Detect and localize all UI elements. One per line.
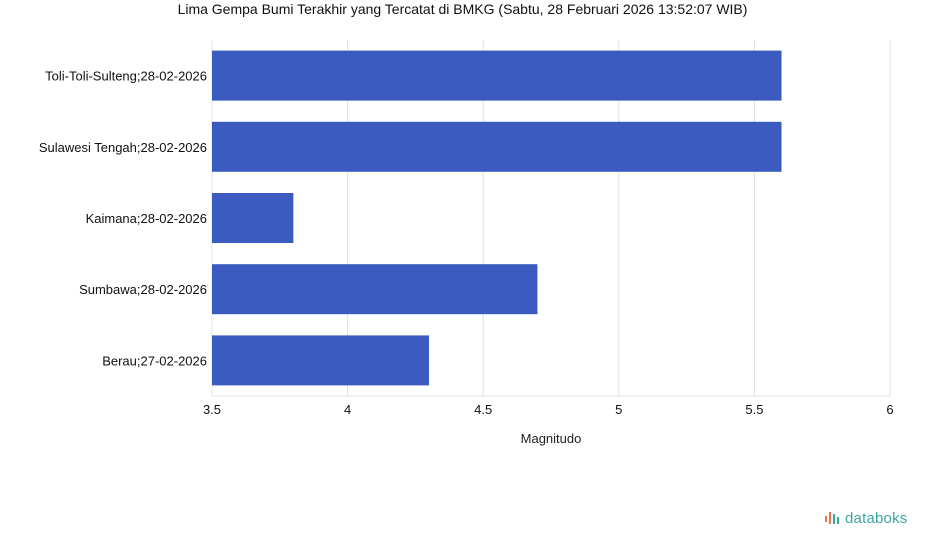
x-tick-label: 4 [344, 402, 351, 417]
category-label: Berau;27-02-2026 [102, 353, 207, 368]
bar[interactable] [212, 335, 429, 386]
x-tick-label: 3.5 [203, 402, 221, 417]
bar[interactable] [212, 264, 538, 315]
brand-name: databoks [845, 509, 908, 527]
category-label: Sumbawa;28-02-2026 [79, 282, 207, 297]
chart-title: Lima Gempa Bumi Terakhir yang Tercatat d… [177, 1, 748, 17]
databoks-logo-icon [825, 512, 839, 524]
category-label: Kaimana;28-02-2026 [86, 211, 207, 226]
bar[interactable] [212, 50, 782, 101]
x-tick-label: 6 [886, 402, 893, 417]
x-tick-label: 5 [615, 402, 622, 417]
bars [212, 50, 782, 386]
x-tick-label: 5.5 [745, 402, 763, 417]
x-axis-label: Magnitudo [521, 431, 582, 446]
bar[interactable] [212, 121, 782, 172]
category-label: Toli-Toli-Sulteng;28-02-2026 [45, 69, 207, 84]
x-tick-label: 4.5 [474, 402, 492, 417]
x-tick-labels: 3.5 4 4.5 5 5.5 6 [203, 402, 894, 417]
category-labels: Toli-Toli-Sulteng;28-02-2026 Sulawesi Ten… [39, 69, 207, 369]
brand-logo: databoks [824, 509, 907, 527]
category-label: Sulawesi Tengah;28-02-2026 [39, 140, 207, 155]
bar[interactable] [212, 193, 294, 243]
